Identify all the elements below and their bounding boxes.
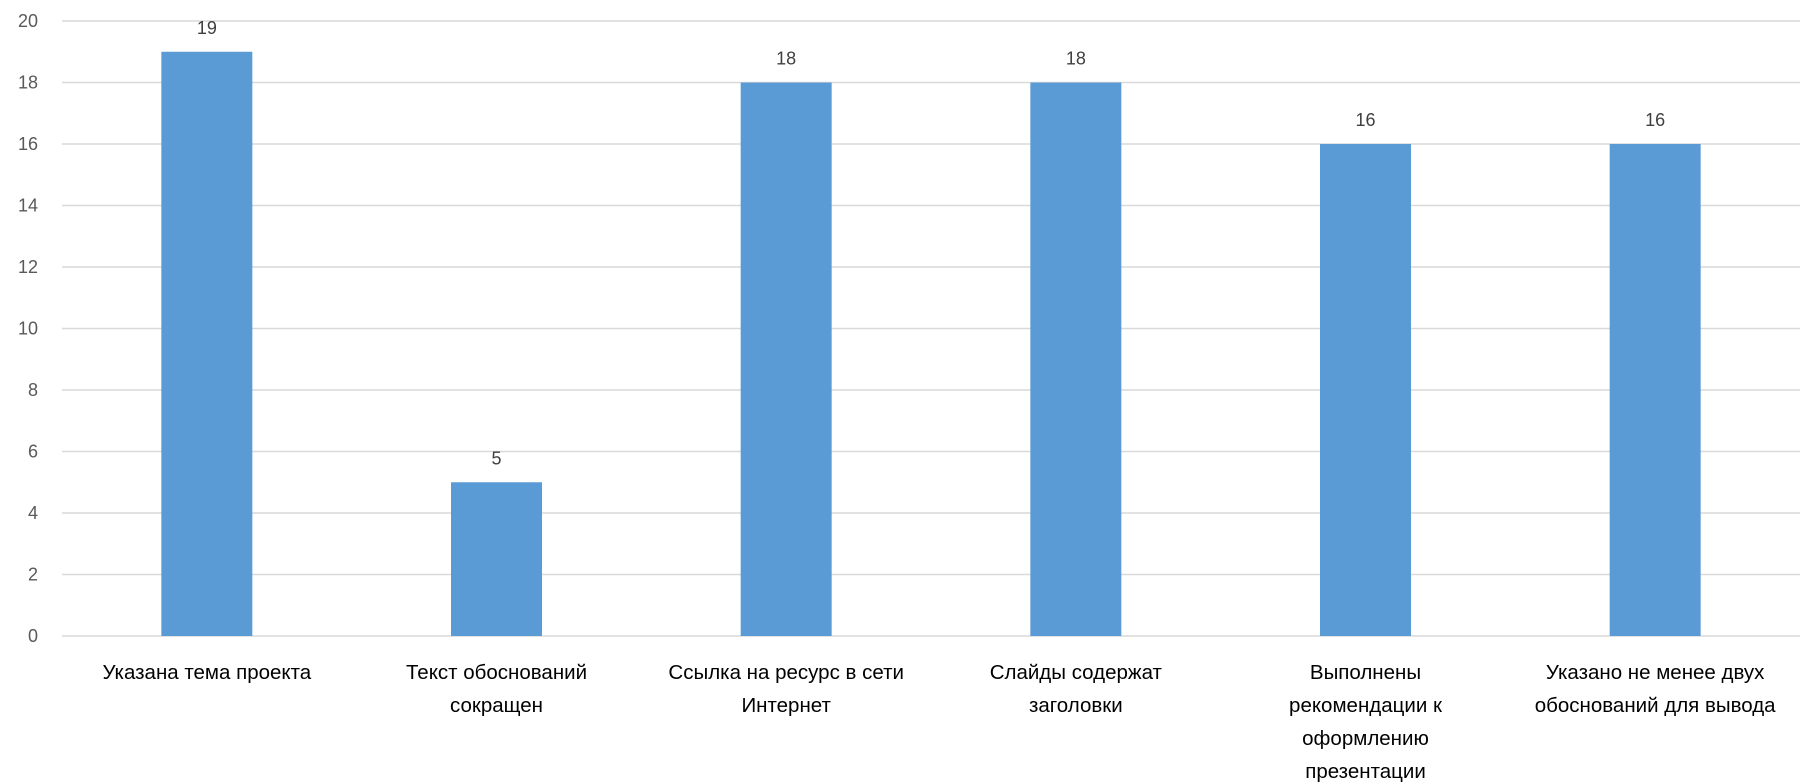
y-tick-label: 14 (18, 196, 38, 216)
category-label: оформлению (1302, 727, 1429, 750)
category-label: Выполнены (1310, 661, 1421, 684)
data-label: 18 (1066, 49, 1086, 69)
y-tick-label: 0 (28, 626, 38, 646)
bar (161, 51, 253, 636)
category-label: обоснований для вывода (1535, 694, 1776, 717)
category-label: Текст обоснований (406, 661, 587, 684)
category-label: рекомендации к (1289, 694, 1443, 717)
y-tick-label: 4 (28, 503, 38, 523)
y-tick-label: 6 (28, 442, 38, 462)
bar (1030, 82, 1122, 636)
bar (451, 482, 542, 636)
category-label: Интернет (741, 694, 831, 717)
category-label: Указана тема проекта (102, 661, 311, 684)
y-tick-label: 12 (18, 257, 38, 277)
data-label: 16 (1645, 110, 1665, 130)
category-label: сокращен (450, 694, 543, 717)
y-tick-label: 10 (18, 319, 38, 339)
bar (1609, 144, 1701, 636)
data-label: 5 (491, 448, 501, 468)
y-tick-label: 8 (28, 380, 38, 400)
y-tick-label: 18 (18, 73, 38, 93)
data-labels: 19 5 18 18 16 16 (197, 18, 1665, 469)
category-labels: Указана тема проекта Текст обоснований сок… (102, 661, 1776, 783)
y-tick-label: 16 (18, 134, 38, 154)
category-label: презентации (1305, 760, 1426, 783)
y-tick-label: 20 (18, 11, 38, 31)
category-label: Ссылка на ресурс в сети (668, 661, 904, 684)
data-label: 19 (197, 18, 217, 38)
data-label: 18 (776, 49, 796, 69)
data-label: 16 (1355, 110, 1375, 130)
bar (740, 82, 832, 636)
category-label: заголовки (1029, 694, 1123, 717)
category-label: Слайды содержат (990, 661, 1163, 684)
bars (161, 51, 1701, 636)
category-label: Указано не менее двух (1546, 661, 1765, 684)
y-tick-label: 2 (28, 565, 38, 585)
y-axis-ticks: 0 2 4 6 8 10 12 14 16 18 20 (18, 11, 38, 646)
bar (1320, 144, 1411, 636)
gridlines (62, 20, 1800, 637)
